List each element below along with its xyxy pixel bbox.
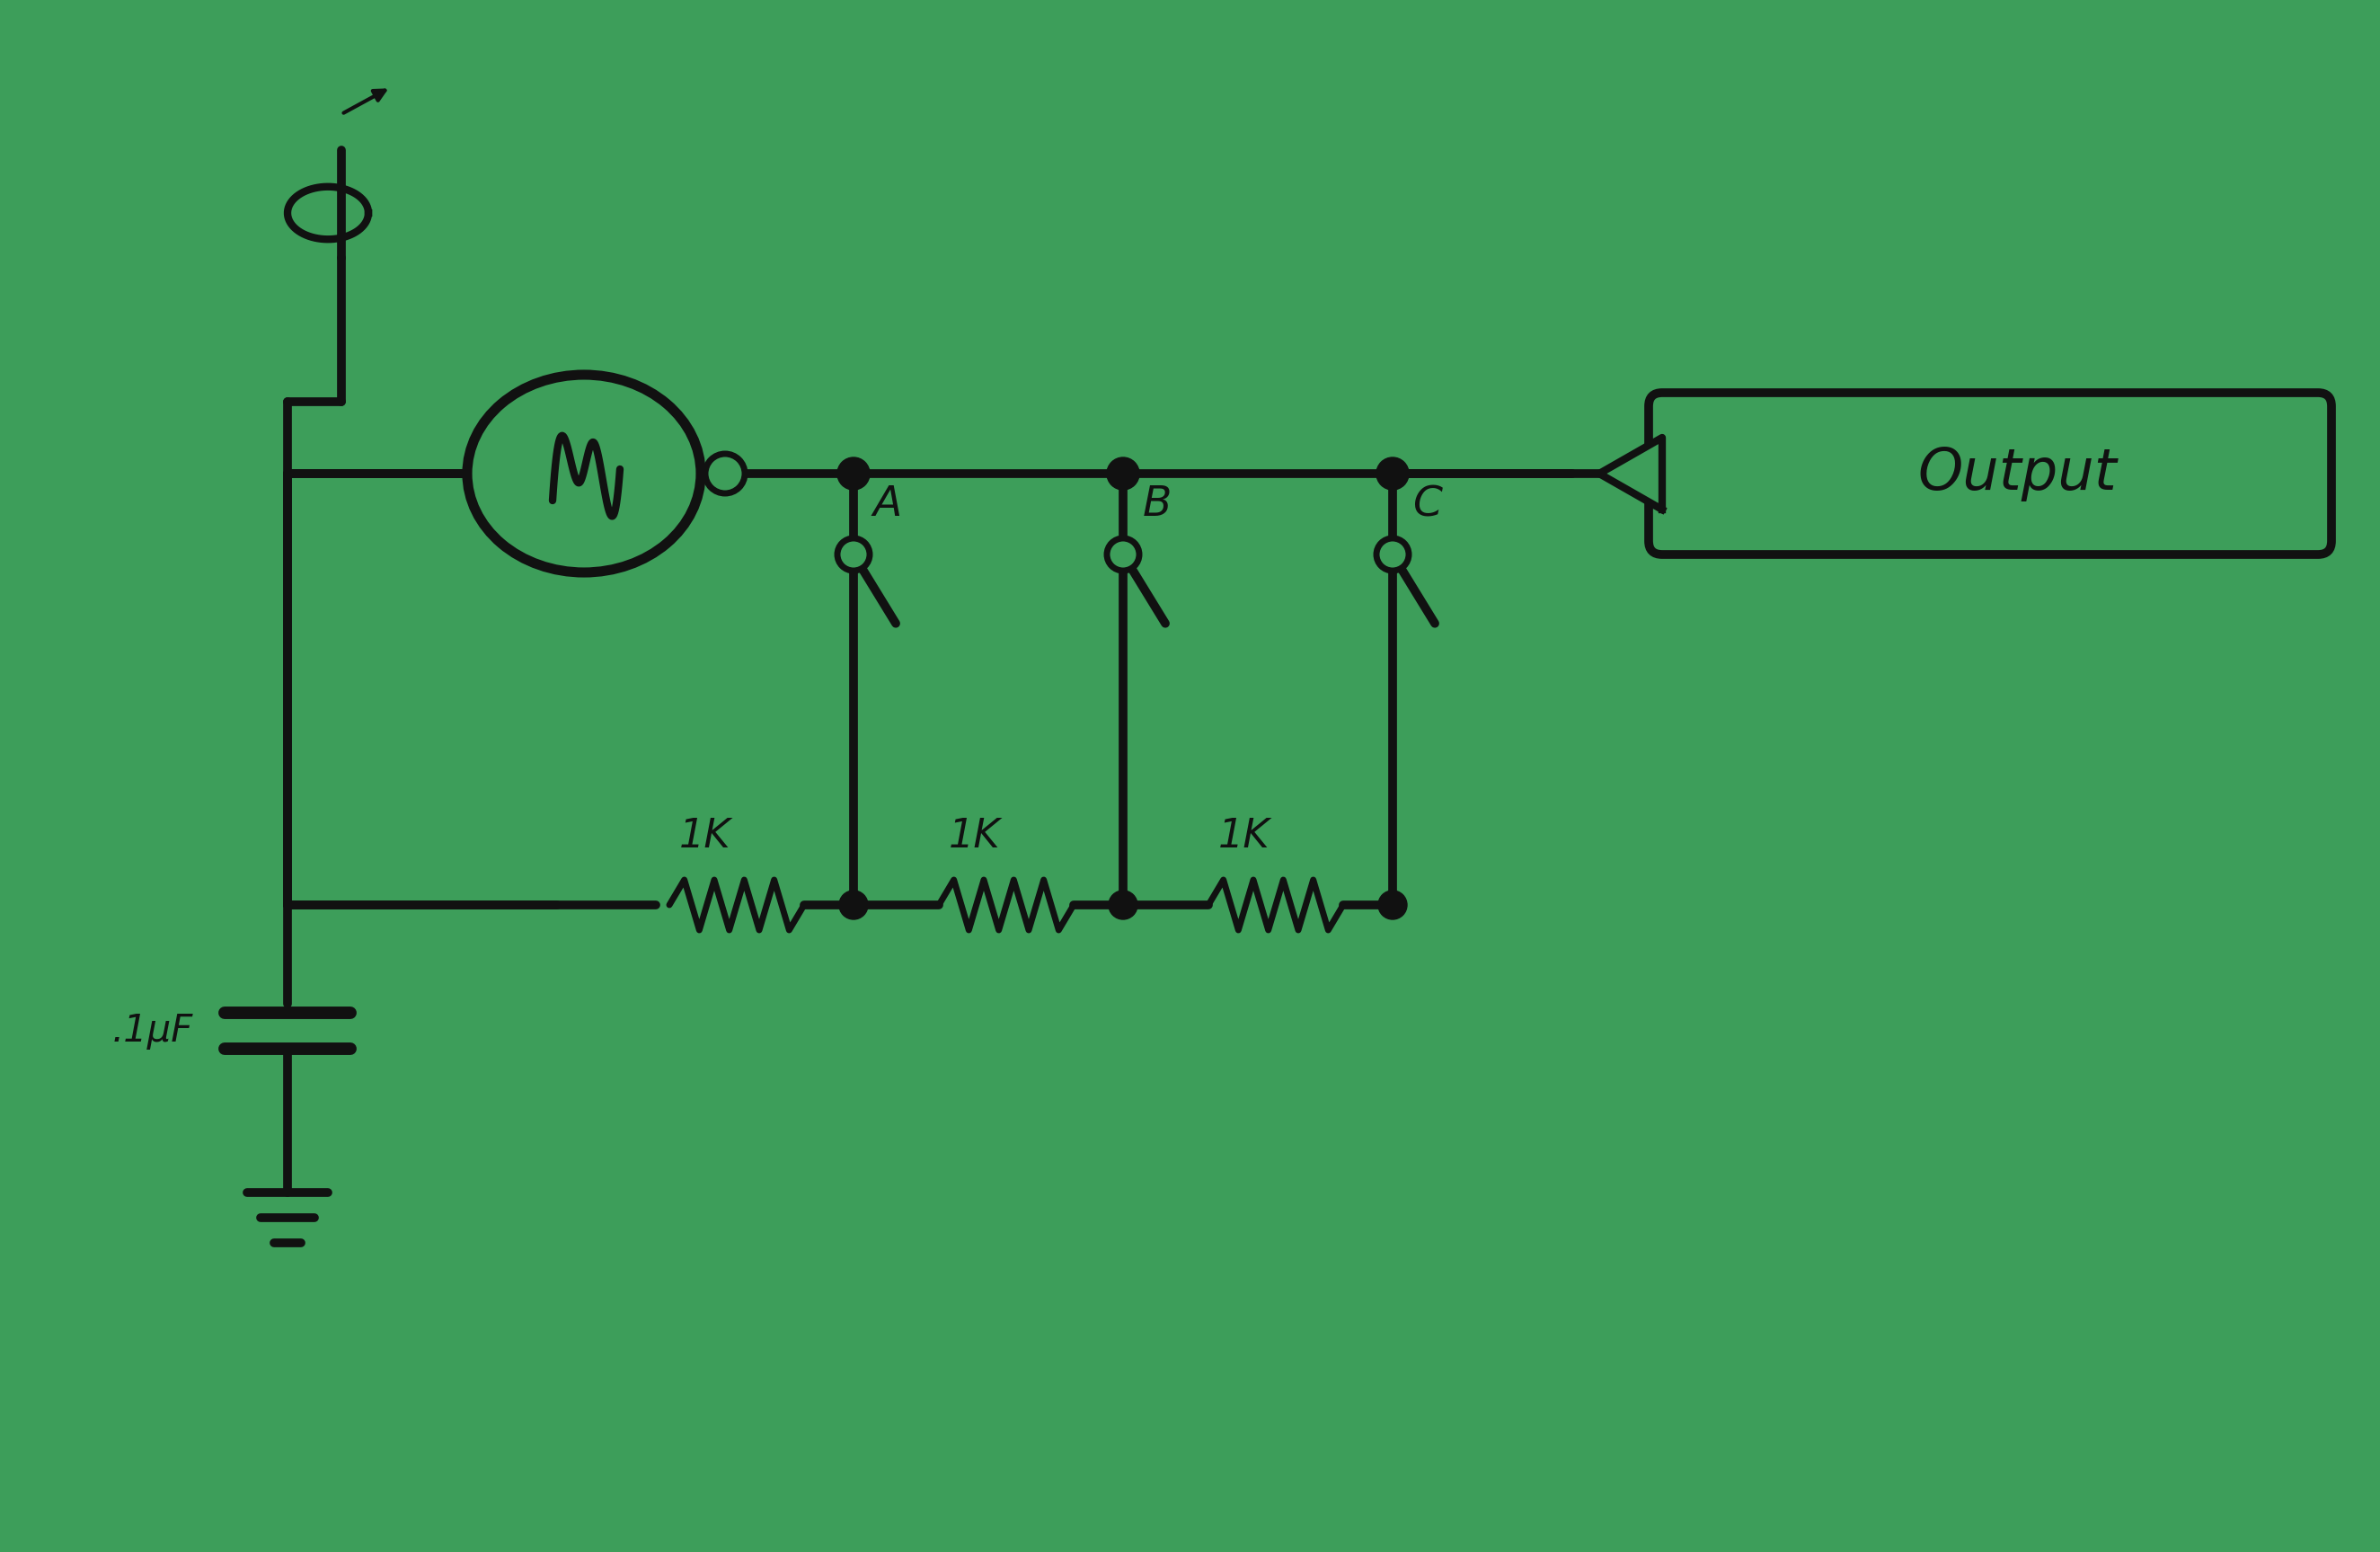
Circle shape <box>1376 458 1409 490</box>
Text: C: C <box>1411 484 1442 525</box>
Text: B: B <box>1142 484 1171 525</box>
Circle shape <box>1109 891 1138 919</box>
Text: A: A <box>873 484 902 525</box>
Circle shape <box>838 458 869 490</box>
Polygon shape <box>1599 438 1661 509</box>
Circle shape <box>1376 539 1409 571</box>
Text: 1K: 1K <box>950 816 1000 855</box>
Circle shape <box>1107 458 1140 490</box>
Text: 1K: 1K <box>1219 816 1271 855</box>
Circle shape <box>838 539 869 571</box>
Text: 1K: 1K <box>678 816 731 855</box>
Circle shape <box>704 453 745 494</box>
Text: Output: Output <box>1918 445 2116 501</box>
Ellipse shape <box>466 374 700 573</box>
Text: .1µF: .1µF <box>112 1012 193 1049</box>
Circle shape <box>840 891 869 919</box>
Circle shape <box>1107 539 1140 571</box>
Circle shape <box>1378 891 1407 919</box>
FancyBboxPatch shape <box>1649 393 2332 554</box>
